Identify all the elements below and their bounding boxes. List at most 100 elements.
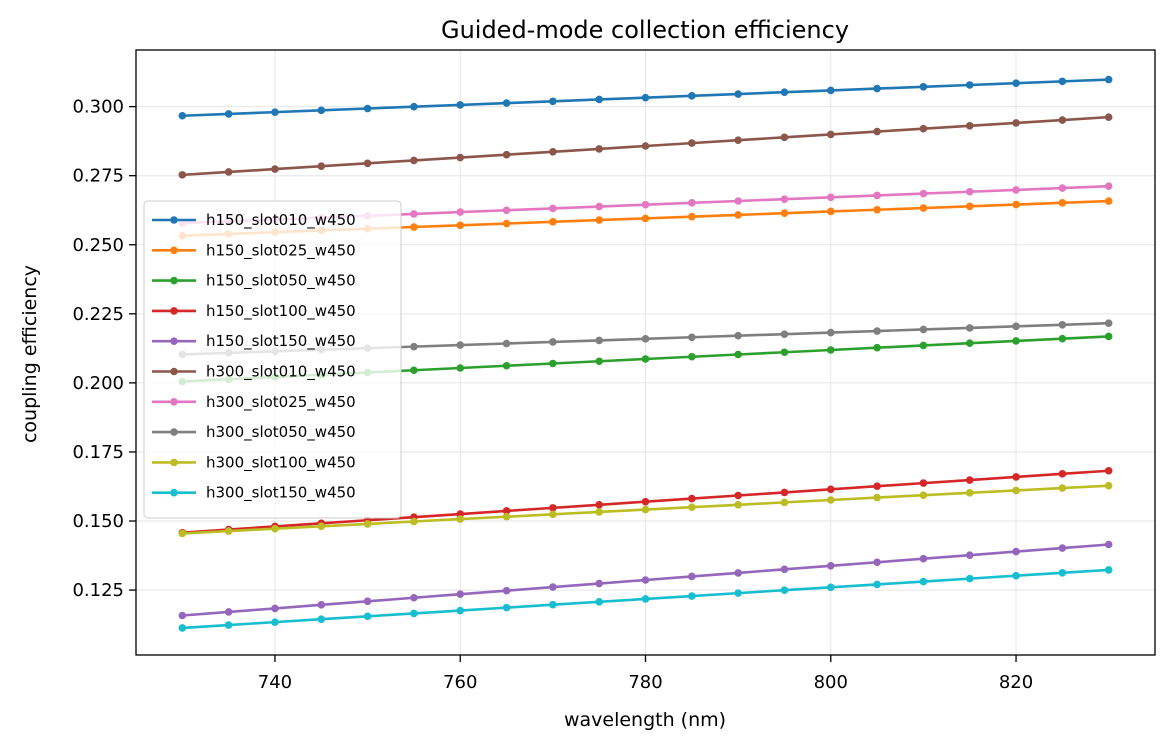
legend-swatch-marker <box>170 307 178 315</box>
data-point <box>456 364 465 372</box>
data-point <box>224 527 233 535</box>
legend-label: h150_slot100_w450 <box>206 302 356 321</box>
data-point <box>1012 571 1020 580</box>
data-point <box>688 572 696 581</box>
data-point <box>1058 484 1067 492</box>
data-point <box>1012 337 1020 345</box>
y-tick-label: 0.275 <box>72 166 124 187</box>
legend-swatch-marker <box>170 398 178 406</box>
data-point <box>919 325 928 334</box>
data-point <box>502 512 511 521</box>
data-point <box>1058 320 1067 329</box>
data-point <box>271 524 279 533</box>
data-point <box>873 482 881 491</box>
y-tick-label: 0.250 <box>72 235 124 256</box>
legend-item: h150_slot100_w450 <box>152 302 356 321</box>
data-point <box>826 346 835 354</box>
legend-item: h300_slot100_w450 <box>152 453 356 472</box>
data-point <box>826 562 835 570</box>
data-point <box>1058 334 1067 343</box>
data-point <box>595 202 603 211</box>
data-point <box>780 330 789 338</box>
data-point <box>410 593 418 602</box>
y-tick-label: 0.150 <box>72 511 124 532</box>
data-point <box>734 331 742 340</box>
data-point <box>1012 547 1020 556</box>
data-point <box>224 168 233 176</box>
data-point <box>641 497 650 506</box>
data-point <box>965 187 974 196</box>
data-point <box>965 324 974 332</box>
legend-swatch-marker <box>170 216 178 224</box>
series-h150-slot100-w450 <box>178 466 1113 537</box>
data-point <box>780 133 789 142</box>
data-point <box>873 205 881 214</box>
data-point <box>641 200 650 209</box>
legend-swatch-marker <box>170 246 178 255</box>
legend-box <box>143 200 402 519</box>
data-point <box>317 162 326 171</box>
data-point <box>919 577 928 586</box>
data-point <box>965 476 974 484</box>
data-point <box>873 191 881 200</box>
x-axis-label: wavelength (nm) <box>564 709 726 731</box>
data-point <box>641 93 650 102</box>
data-point <box>224 110 233 118</box>
data-point <box>688 503 696 511</box>
data-point <box>873 327 881 335</box>
series-h300-slot150-w450 <box>178 566 1113 632</box>
data-point <box>641 576 650 584</box>
data-point <box>317 601 326 609</box>
data-point <box>549 510 557 519</box>
legend-item: h300_slot150_w450 <box>152 484 356 503</box>
data-point <box>502 219 511 228</box>
data-point <box>456 515 465 523</box>
data-point <box>178 624 187 632</box>
data-point <box>780 195 789 203</box>
data-point <box>224 608 233 616</box>
data-point <box>873 558 881 567</box>
data-point <box>873 84 881 93</box>
legend-item: h150_slot050_w450 <box>152 272 356 291</box>
data-point <box>688 92 696 100</box>
data-point <box>1058 116 1067 124</box>
data-point <box>1058 184 1067 192</box>
data-point <box>1012 473 1020 481</box>
data-point <box>178 171 187 179</box>
data-point <box>919 341 928 350</box>
data-point <box>1104 319 1113 328</box>
data-point <box>549 147 557 156</box>
data-point <box>1104 197 1113 205</box>
y-tick-label: 0.200 <box>72 373 124 394</box>
data-point <box>317 522 326 531</box>
data-point <box>734 90 742 98</box>
y-tick-label: 0.225 <box>72 304 124 325</box>
data-point <box>1012 119 1020 127</box>
legend-label: h300_slot100_w450 <box>206 453 356 472</box>
data-point <box>1104 481 1113 490</box>
data-point <box>919 491 928 500</box>
series-h150-slot150-w450 <box>178 540 1113 620</box>
data-point <box>688 592 696 600</box>
data-point <box>780 88 789 97</box>
data-point <box>965 551 974 559</box>
data-point <box>595 95 603 104</box>
data-point <box>502 586 511 595</box>
data-point <box>410 609 418 618</box>
data-point <box>595 336 603 345</box>
data-point <box>826 328 835 337</box>
data-point <box>456 101 465 109</box>
data-point <box>410 102 418 111</box>
legend-swatch-marker <box>170 458 178 467</box>
legend-swatch-marker <box>170 428 178 436</box>
data-point <box>549 218 557 226</box>
series-group <box>178 75 1113 632</box>
data-point <box>595 598 603 606</box>
legend-label: h300_slot050_w450 <box>206 423 356 442</box>
data-point <box>502 603 511 612</box>
y-tick-label: 0.175 <box>72 442 124 463</box>
data-point <box>641 142 650 150</box>
data-point <box>965 81 974 89</box>
data-point <box>1012 486 1020 495</box>
data-point <box>178 611 187 620</box>
